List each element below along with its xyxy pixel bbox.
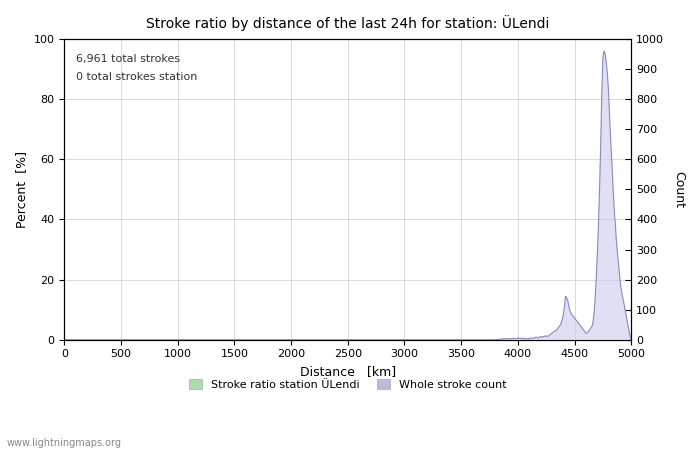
Text: 0 total strokes station: 0 total strokes station — [76, 72, 197, 82]
Title: Stroke ratio by distance of the last 24h for station: ÜLendi: Stroke ratio by distance of the last 24h… — [146, 15, 550, 31]
Legend: Stroke ratio station ÜLendi, Whole stroke count: Stroke ratio station ÜLendi, Whole strok… — [185, 375, 511, 394]
X-axis label: Distance   [km]: Distance [km] — [300, 365, 396, 378]
Y-axis label: Count: Count — [672, 171, 685, 208]
Text: 6,961 total strokes: 6,961 total strokes — [76, 54, 180, 64]
Text: www.lightningmaps.org: www.lightningmaps.org — [7, 438, 122, 448]
Y-axis label: Percent  [%]: Percent [%] — [15, 151, 28, 228]
